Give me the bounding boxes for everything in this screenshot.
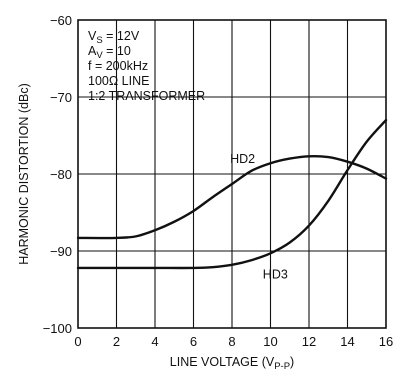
x-tick-label: 10: [263, 334, 277, 349]
condition-line: VS = 12V: [88, 29, 140, 46]
condition-line: f = 200kHz: [88, 59, 148, 73]
series-line-hd3: [76, 118, 388, 270]
condition-main: 100Ω LINE: [88, 74, 149, 88]
x-axis-title-main: LINE VOLTAGE (V: [170, 355, 275, 369]
plot-frame: [77, 19, 387, 329]
condition-main: V: [88, 29, 97, 43]
x-axis-title-sub: P-P: [274, 361, 290, 372]
x-axis-title: LINE VOLTAGE (VP-P): [170, 355, 294, 372]
y-tick-label: −80: [50, 167, 72, 182]
condition-main: A: [88, 44, 97, 58]
series-label-hd3: HD3: [263, 268, 288, 282]
x-tick-label: 2: [113, 334, 120, 349]
condition-main: 1:2 TRANSFORMER: [88, 89, 205, 103]
x-tick-label: 12: [302, 334, 316, 349]
condition-value: = 10: [103, 44, 131, 58]
x-tick-label: 16: [379, 334, 393, 349]
x-tick-label: 8: [228, 334, 235, 349]
y-tick-label: −90: [50, 244, 72, 259]
x-axis-title-close: ): [290, 355, 294, 369]
condition-line: 100Ω LINE: [88, 74, 149, 88]
y-tick-label: −60: [50, 13, 72, 28]
curves: [76, 118, 388, 270]
x-tick-label: 4: [151, 334, 158, 349]
tick-labels: 0 2 4 6 8 10 12 14 16 −100 −90 −80 −70 −60: [43, 13, 394, 349]
x-tick-label: 14: [340, 334, 354, 349]
x-tick-label: 6: [190, 334, 197, 349]
series-labels: HD2 HD3: [230, 152, 288, 282]
y-tick-label: −70: [50, 90, 72, 105]
condition-line: 1:2 TRANSFORMER: [88, 89, 205, 103]
grid: [78, 20, 386, 328]
x-tick-label: 0: [74, 334, 81, 349]
condition-subscript: V: [96, 50, 103, 61]
condition-line: AV = 10: [88, 44, 131, 61]
condition-main: f = 200kHz: [88, 59, 148, 73]
condition-subscript: S: [96, 35, 102, 46]
y-tick-label: −100: [43, 321, 72, 336]
y-axis-title: HARMONIC DISTORTION (dBc): [17, 83, 31, 265]
condition-value: = 12V: [103, 29, 140, 43]
series-line-hd2: [76, 154, 388, 240]
series-label-hd2: HD2: [230, 152, 255, 166]
